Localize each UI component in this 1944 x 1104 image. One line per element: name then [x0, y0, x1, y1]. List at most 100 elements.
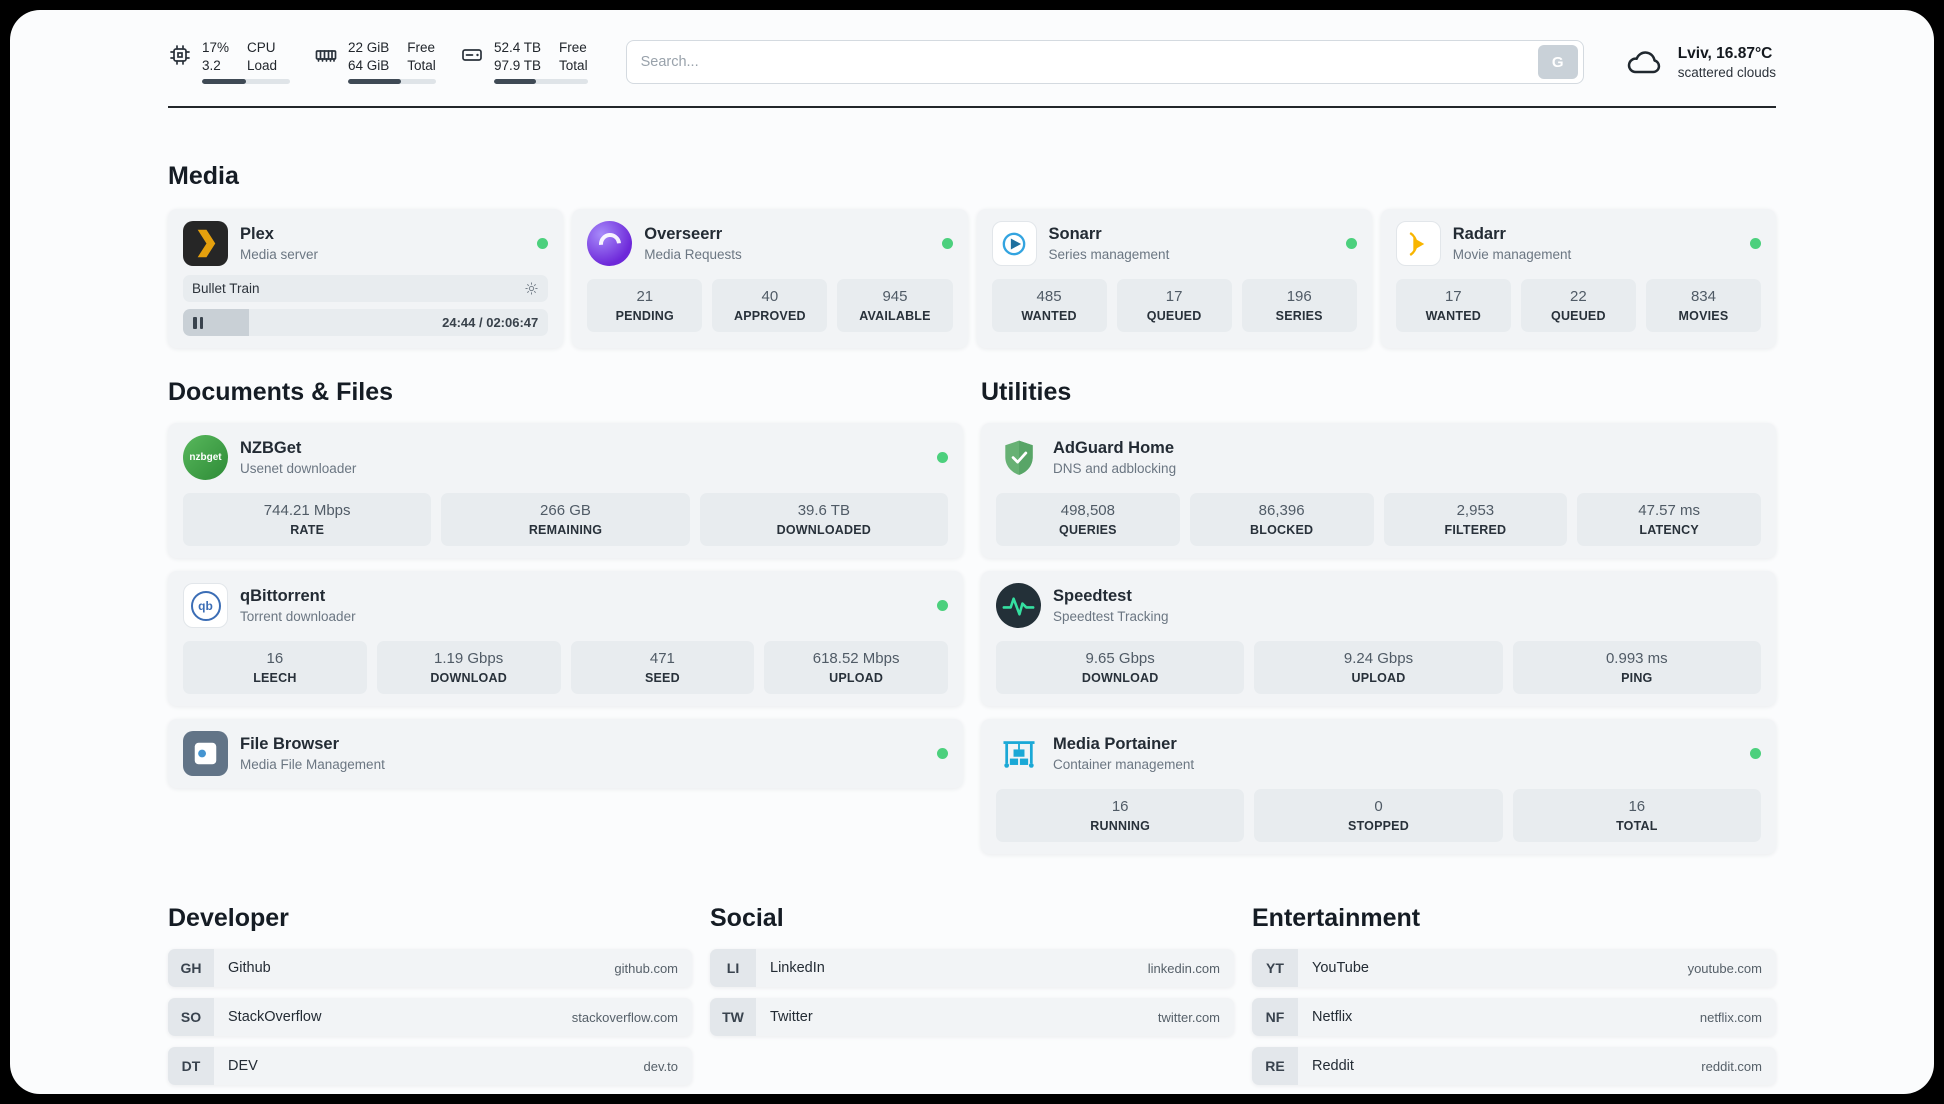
stat-download: 9.65 Gbps DOWNLOAD: [996, 641, 1245, 694]
dev-icon: DT: [168, 1047, 214, 1085]
app-card-radarr[interactable]: Radarr Movie management 17 WANTED 22 QUEUE…: [1380, 209, 1776, 348]
status-dot: [937, 600, 948, 611]
section-title-documents: Documents & Files: [168, 378, 394, 406]
media-section: Media Plex Media server: [168, 162, 1776, 348]
speedtest-icon: [996, 583, 1041, 628]
app-name: File Browser: [240, 735, 340, 753]
social-bookmarks: Social LI LinkedIn linkedin.com TW Twitt…: [710, 904, 1234, 1085]
disk-icon: [460, 43, 484, 67]
nzbget-icon: nzbget: [183, 435, 228, 480]
stat-rate: 744.21 Mbps RATE: [183, 493, 432, 546]
app-subtitle: Speedtest Tracking: [1053, 609, 1169, 624]
stat-stopped: 0 STOPPED: [1254, 789, 1503, 842]
app-card-adguard[interactable]: AdGuard Home DNS and adblocking 498,508 Q…: [981, 423, 1776, 558]
app-name: Media Portainer: [1053, 735, 1177, 753]
ram-progress-bar: [348, 79, 436, 84]
stat-download: 1.19 Gbps DOWNLOAD: [376, 641, 561, 694]
section-title-social: Social: [710, 904, 784, 932]
section-title-entertainment: Entertainment: [1252, 904, 1421, 932]
app-card-filebrowser[interactable]: File Browser Media File Management: [168, 719, 963, 788]
stat-approved: 40 APPROVED: [712, 279, 828, 332]
app-subtitle: Series management: [1048, 247, 1170, 262]
disk-progress-bar: [494, 79, 588, 84]
stackoverflow-icon: SO: [168, 998, 214, 1036]
bookmark-youtube[interactable]: YT YouTube youtube.com: [1252, 949, 1776, 987]
pause-icon[interactable]: [193, 316, 203, 329]
netflix-icon: NF: [1252, 998, 1298, 1036]
ram-icon: [314, 43, 338, 67]
cpu-progress-bar: [202, 79, 290, 84]
ram-metric: 22 GiB 64 GiB Free Total: [314, 40, 436, 84]
disk-metric: 52.4 TB 97.9 TB Free Total: [460, 40, 588, 84]
weather-widget: Lviv, 16.87°C scattered clouds: [1622, 42, 1776, 82]
documents-section: Documents & Files nzbget NZBGet Usenet d…: [168, 378, 963, 854]
disk-label-2: Total: [559, 58, 588, 73]
app-subtitle: Torrent downloader: [240, 609, 356, 624]
app-name: NZBGet: [240, 439, 302, 457]
ram-label-1: Free: [407, 40, 436, 55]
app-name: Sonarr: [1048, 225, 1102, 243]
bookmark-netflix[interactable]: NF Netflix netflix.com: [1252, 998, 1776, 1036]
app-card-speedtest[interactable]: Speedtest Speedtest Tracking 9.65 Gbps DO…: [981, 571, 1776, 706]
stat-leech: 16 LEECH: [183, 641, 367, 694]
app-card-plex[interactable]: Plex Media server Bullet Train: [168, 209, 564, 348]
stat-seed: 471 SEED: [570, 641, 755, 694]
app-name: Plex: [240, 225, 274, 243]
bookmark-twitter[interactable]: TW Twitter twitter.com: [710, 998, 1234, 1036]
bookmark-dev[interactable]: DT DEV dev.to: [168, 1047, 692, 1085]
cloud-icon: [1622, 42, 1666, 82]
filebrowser-icon: [183, 731, 228, 776]
twitter-icon: TW: [710, 998, 756, 1036]
reddit-icon: RE: [1252, 1047, 1298, 1085]
app-card-overseerr[interactable]: Overseerr Media Requests 21 PENDING 40 APP…: [572, 209, 968, 348]
bookmark-stackoverflow[interactable]: SO StackOverflow stackoverflow.com: [168, 998, 692, 1036]
app-subtitle: Usenet downloader: [240, 461, 357, 476]
app-subtitle: Media File Management: [240, 757, 385, 772]
bookmark-github[interactable]: GH Github github.com: [168, 949, 692, 987]
cpu-label-2: Load: [247, 58, 278, 73]
gear-icon[interactable]: [524, 281, 539, 296]
status-dot: [537, 238, 549, 249]
app-card-sonarr[interactable]: Sonarr Series management 485 WANTED 17 QUE…: [976, 209, 1372, 348]
ram-free: 22 GiB: [348, 40, 390, 55]
app-subtitle: Movie management: [1452, 247, 1572, 262]
app-name: Radarr: [1452, 225, 1506, 243]
stat-blocked: 86,396 BLOCKED: [1189, 493, 1374, 546]
radarr-icon: [1395, 221, 1441, 266]
stat-upload: 9.24 Gbps UPLOAD: [1254, 641, 1503, 694]
utilities-section: Utilities AdGuard Home DNS and adblockin…: [981, 378, 1776, 854]
search-input[interactable]: [640, 54, 1538, 70]
cpu-metric: 17% 3.2 CPU Load: [168, 40, 290, 84]
weather-location: Lviv, 16.87°C: [1677, 44, 1773, 62]
disk-label-1: Free: [559, 40, 587, 55]
overseerr-icon: [587, 221, 633, 266]
bookmark-linkedin[interactable]: LI LinkedIn linkedin.com: [710, 949, 1234, 987]
app-subtitle: Container management: [1053, 757, 1195, 772]
app-card-portainer[interactable]: Media Portainer Container management 16 R…: [981, 719, 1776, 854]
app-name: Overseerr: [644, 225, 723, 243]
sonarr-icon: [991, 221, 1037, 266]
now-playing-row: Bullet Train: [183, 275, 549, 302]
stat-pending: 21 PENDING: [587, 279, 703, 332]
stat-queued: 22 QUEUED: [1520, 279, 1636, 332]
status-dot: [937, 748, 948, 759]
bookmark-reddit[interactable]: RE Reddit reddit.com: [1252, 1047, 1776, 1085]
dashboard-page: 17% 3.2 CPU Load 22 GiB 64 GiB Free Total: [10, 10, 1934, 1094]
section-title-developer: Developer: [168, 904, 289, 932]
search-engine-button[interactable]: G: [1537, 45, 1578, 79]
app-name: AdGuard Home: [1053, 439, 1175, 457]
stat-available: 945 AVAILABLE: [837, 279, 953, 332]
playback-progress-bar: 24:44 / 02:06:47: [183, 309, 549, 336]
stat-series: 196 SERIES: [1241, 279, 1357, 332]
cpu-icon: [168, 43, 192, 67]
playback-time: 24:44 / 02:06:47: [442, 315, 539, 330]
stat-wanted: 17 WANTED: [1395, 279, 1511, 332]
github-icon: GH: [168, 949, 214, 987]
section-title-utilities: Utilities: [981, 378, 1072, 406]
weather-condition: scattered clouds: [1677, 64, 1776, 80]
app-card-nzbget[interactable]: nzbget NZBGet Usenet downloader 744.21 M…: [168, 423, 963, 558]
stat-downloaded: 39.6 TB DOWNLOADED: [699, 493, 948, 546]
app-subtitle: DNS and adblocking: [1053, 461, 1177, 476]
status-dot: [1750, 748, 1761, 759]
app-card-qbittorrent[interactable]: qb qBittorrent Torrent downloader 16 LEEC…: [168, 571, 963, 706]
